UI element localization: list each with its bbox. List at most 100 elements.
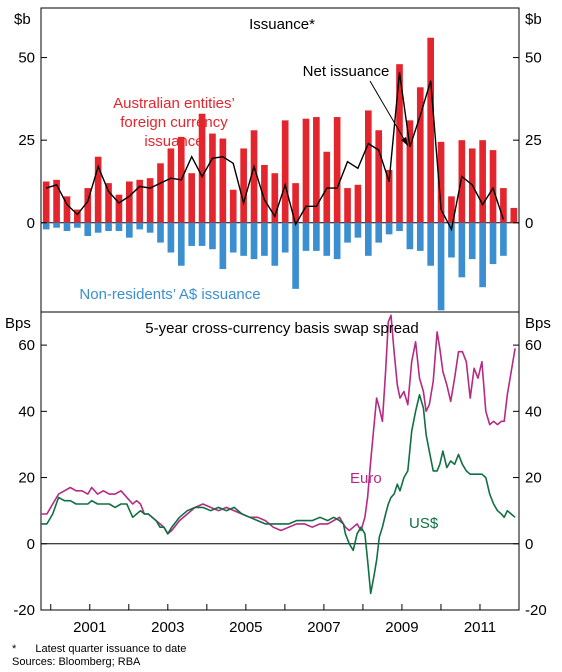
panel-top-frame — [40, 7, 520, 313]
bar-aus — [344, 188, 351, 223]
bar-aus — [365, 110, 372, 223]
bar-aus — [42, 181, 50, 223]
line-net-issuance — [45, 72, 505, 232]
tick-label-right: 40 — [525, 403, 542, 420]
aus-label-line3: issuance — [144, 133, 203, 150]
bar-aus — [229, 189, 237, 223]
bar-nonres — [281, 222, 289, 253]
footnote-note: Latest quarter issuance to date — [35, 643, 187, 655]
tick-label-right: 0 — [525, 536, 533, 553]
bar-nonres — [105, 222, 112, 232]
tick-label-right: -20 — [525, 602, 547, 619]
bar-nonres — [94, 222, 102, 233]
bar-aus — [250, 130, 258, 223]
net-issuance-label: Net issuance — [303, 63, 390, 80]
bar-aus — [198, 113, 206, 223]
bar-aus — [157, 163, 164, 223]
footnote-star: * — [12, 643, 17, 655]
bar-nonres — [500, 222, 507, 256]
bar-nonres — [292, 222, 299, 289]
panel2-title: 5-year cross-currency basis swap spread — [145, 320, 418, 337]
x-axis-ticks: 2001 2003 2005 2007 2009 2011 — [50, 604, 520, 636]
bar-nonres — [84, 222, 92, 236]
bar-aus — [416, 87, 424, 223]
bar-nonres — [302, 222, 310, 251]
bar-nonres — [261, 222, 268, 256]
bar-nonres — [250, 222, 258, 260]
bar-aus — [292, 183, 299, 223]
bar-aus — [219, 138, 227, 223]
bar-nonres — [136, 222, 144, 230]
tick-label-left: 20 — [18, 470, 35, 487]
tick-label-left: 0 — [27, 536, 35, 553]
series-net-line — [45, 72, 505, 232]
bar-nonres — [406, 222, 414, 250]
bar-aus — [323, 151, 331, 223]
x-tick-label: 2011 — [464, 619, 496, 636]
x-tick-label: 2001 — [73, 619, 106, 636]
bar-nonres — [209, 222, 216, 250]
footnote-sources: Sources: Bloomberg; RBA — [12, 656, 141, 668]
series-nonres-bars — [42, 222, 507, 311]
bar-nonres — [157, 222, 164, 243]
bar-aus — [448, 196, 455, 223]
unit-left-top: $b — [14, 11, 31, 28]
bar-aus — [427, 37, 434, 223]
bar-nonres — [479, 222, 486, 288]
axis-ticks-top: 0 0 25 25 50 50 — [18, 50, 541, 232]
tick-label-left: 60 — [18, 337, 35, 354]
bar-aus — [302, 118, 310, 223]
bar-nonres — [42, 222, 50, 230]
series-aus-bars — [42, 37, 518, 223]
bar-aus — [188, 173, 195, 223]
bar-aus — [209, 133, 216, 223]
bar-nonres — [198, 222, 206, 246]
bar-nonres — [437, 222, 445, 311]
bar-nonres — [177, 222, 185, 266]
aus-label-line1: Australian entities’ — [113, 95, 235, 112]
bar-nonres — [448, 222, 455, 258]
tick-label-left: 40 — [18, 403, 35, 420]
bar-nonres — [188, 222, 195, 246]
bar-nonres — [468, 222, 476, 260]
bar-aus — [500, 188, 507, 223]
bar-aus — [313, 117, 320, 223]
bar-nonres — [63, 222, 71, 232]
usd-label: US$ — [409, 515, 439, 532]
bar-aus — [84, 188, 92, 223]
bar-aus — [167, 148, 175, 223]
line-usd — [41, 393, 516, 595]
bar-aus — [115, 194, 123, 223]
bar-aus — [136, 179, 144, 223]
series-euro-line — [41, 314, 516, 535]
tick-label-right: 0 — [525, 215, 533, 232]
bar-aus — [74, 209, 81, 223]
net-issuance-arrow — [369, 80, 409, 147]
bar-nonres — [385, 222, 393, 235]
euro-label: Euro — [350, 470, 382, 487]
series-usd-line — [41, 393, 516, 595]
tick-label-right: 25 — [525, 132, 542, 149]
bar-nonres — [74, 222, 81, 228]
panel-bottom-frame — [40, 311, 520, 611]
aus-label-line2: foreign currency — [120, 114, 228, 131]
bar-aus — [354, 184, 362, 223]
bar-nonres — [146, 222, 154, 233]
bar-aus — [261, 164, 268, 223]
bar-nonres — [365, 222, 372, 256]
bar-aus — [271, 173, 279, 223]
panel1-title: Issuance* — [249, 16, 315, 33]
x-tick-label: 2005 — [229, 619, 262, 636]
bar-nonres — [333, 222, 341, 260]
bar-nonres — [458, 222, 466, 278]
bar-aus — [240, 148, 247, 223]
footnote-star-line: * Latest quarter issuance to date — [12, 643, 186, 656]
bar-aus — [146, 178, 154, 223]
tick-label-right: 50 — [525, 50, 542, 67]
bar-nonres — [126, 222, 133, 238]
net-issuance-arrowhead — [401, 137, 408, 146]
bar-aus — [333, 117, 341, 223]
bar-aus — [281, 120, 289, 223]
bar-nonres — [354, 222, 362, 238]
